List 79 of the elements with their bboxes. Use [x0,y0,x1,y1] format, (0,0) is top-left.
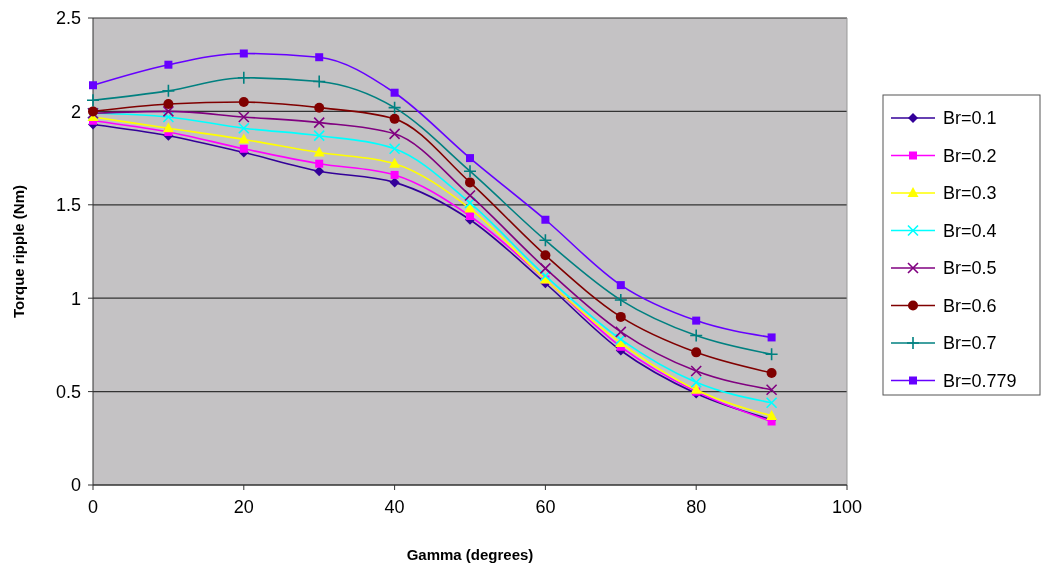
point [238,133,250,144]
x-axis-title: Gamma (degrees) [406,546,534,563]
point [313,129,325,142]
point [387,100,402,115]
point [162,122,174,133]
point [463,164,477,178]
x-tick-label: 0 [87,497,99,517]
point [390,88,399,97]
point [615,311,626,322]
point [764,347,779,362]
point [314,166,325,177]
legend-label: Br=0.6 [943,295,997,316]
point [162,111,175,123]
point [312,74,326,89]
point [766,367,777,378]
point [765,397,778,409]
legend-label: Br=0.2 [943,145,997,166]
point [540,250,551,261]
point [464,189,476,202]
point [690,365,702,377]
point [692,316,701,325]
y-tick-label: 1.5 [55,195,81,216]
point [615,326,627,338]
point [388,142,401,155]
point [164,60,173,69]
point [539,269,552,282]
x-tick-label: 80 [686,497,707,517]
y-tick-label: 2.5 [55,8,81,29]
point [766,409,778,420]
point [313,116,325,129]
point [237,70,251,85]
point [89,81,97,90]
point [389,177,400,188]
x-tick-label: 20 [233,497,254,517]
point [315,159,324,168]
point [615,333,627,346]
point [161,84,176,98]
point [238,122,250,135]
y-tick-label: 2 [70,101,81,122]
point [539,262,552,275]
point [614,293,628,307]
point [238,97,249,108]
point [239,49,248,58]
point [691,347,702,358]
point [390,170,399,179]
point [315,53,324,62]
point [239,144,248,153]
x-tick-label: 40 [384,497,405,517]
point [389,157,401,168]
point [389,113,400,124]
y-tick-label: 0.5 [55,381,81,402]
point [465,177,475,188]
point [163,98,174,109]
point [767,333,776,342]
y-tick-label: 1 [70,288,81,309]
x-tick-label: 60 [535,497,556,517]
x-tick-label: 100 [831,497,863,517]
point [616,281,625,290]
point [689,328,703,343]
y-axis-title: Torque ripple (Nm) [10,184,27,319]
point [765,383,778,396]
point [466,154,474,163]
legend-label: Br=0.3 [943,183,997,204]
point [690,376,702,389]
point [541,215,550,224]
point [86,93,100,107]
point [690,383,702,394]
legend-label: Br=0.5 [943,258,997,279]
point [238,111,250,123]
point [388,128,401,140]
legend-label: Br=0.7 [943,333,997,354]
point [162,105,175,118]
point [538,233,553,248]
y-tick-label: 0 [70,475,81,496]
point [464,197,476,209]
legend-label: Br=0.779 [943,370,1017,391]
legend-label: Br=0.1 [943,108,997,129]
legend-label: Br=0.4 [943,220,997,241]
point [314,102,325,113]
